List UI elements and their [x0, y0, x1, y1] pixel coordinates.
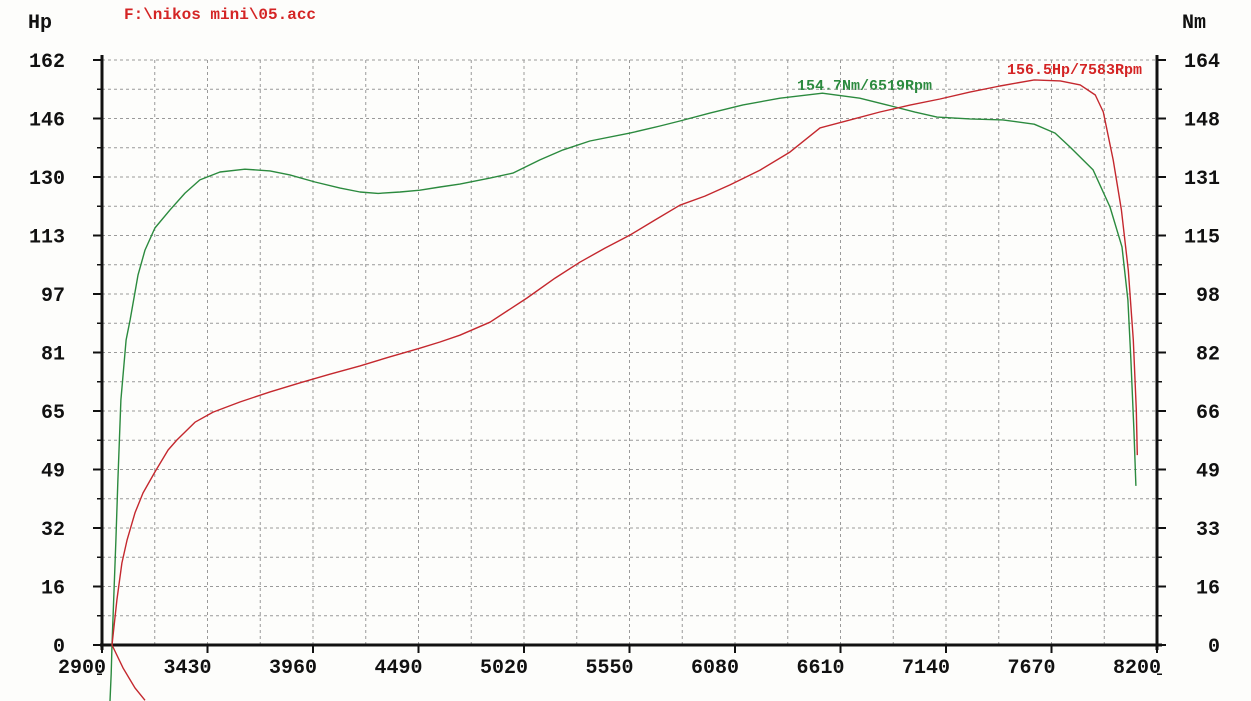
left-axis-tick-label: 113 — [29, 227, 65, 250]
right-axis-tick-label: 98 — [1196, 285, 1220, 308]
right-axis-tick-label: 164 — [1184, 51, 1220, 74]
right-axis-tick-label: 82 — [1196, 344, 1220, 367]
power-curve — [111, 79, 1138, 646]
x-axis-tick-label: 7670 — [1007, 657, 1055, 680]
right-axis-tick-label: 131 — [1184, 168, 1220, 191]
x-axis-tick-label: 3430 — [163, 657, 211, 680]
left-axis-tick-label: 81 — [41, 344, 65, 367]
file-path-title: F:\nikos mini\05.acc — [124, 6, 317, 24]
left-axis-tick-label: 162 — [29, 51, 65, 74]
right-axis-tick-label: 0 — [1208, 636, 1220, 659]
right-axis-tick-label: 49 — [1196, 461, 1220, 484]
x-axis-tick-label: 2900 — [58, 657, 106, 680]
right-axis-tick-label: 115 — [1184, 227, 1220, 250]
left-axis-tick-label: 49 — [41, 461, 65, 484]
right-axis-unit-label: Nm — [1182, 12, 1207, 35]
x-axis-tick-label: 3960 — [269, 657, 317, 680]
x-axis-tick-label: 6080 — [691, 657, 739, 680]
right-axis-tick-label: 16 — [1196, 578, 1220, 601]
right-axis-tick-label: 66 — [1196, 402, 1220, 425]
left-axis-tick-label: 16 — [41, 578, 65, 601]
x-axis-tick-label: 7140 — [902, 657, 950, 680]
left-axis-tick-label: 32 — [41, 519, 65, 542]
left-axis-tick-label: 97 — [41, 285, 65, 308]
left-axis-tick-label: 130 — [29, 168, 65, 191]
left-axis-tick-label: 146 — [29, 110, 65, 133]
torque-curve — [111, 92, 1137, 646]
left-axis-tick-label: 0 — [53, 636, 65, 659]
right-axis-tick-label: 148 — [1184, 110, 1220, 133]
left-axis-unit-label: Hp — [28, 12, 53, 35]
x-axis-tick-label: 5550 — [585, 657, 633, 680]
left-axis-tick-label: 65 — [41, 402, 65, 425]
power-peak-annotation: 156.5Hp/7583Rpm — [1007, 62, 1143, 79]
power-curve-prestart — [111, 644, 146, 701]
x-axis-tick-label: 8200 — [1113, 657, 1161, 680]
x-axis-tick-label: 6610 — [796, 657, 844, 680]
x-axis-tick-label: 5020 — [480, 657, 528, 680]
torque-curve-prestart — [109, 644, 113, 701]
right-axis-tick-label: 33 — [1196, 519, 1220, 542]
x-axis-tick-label: 4490 — [374, 657, 422, 680]
torque-peak-annotation: 154.7Nm/6519Rpm — [797, 78, 933, 95]
